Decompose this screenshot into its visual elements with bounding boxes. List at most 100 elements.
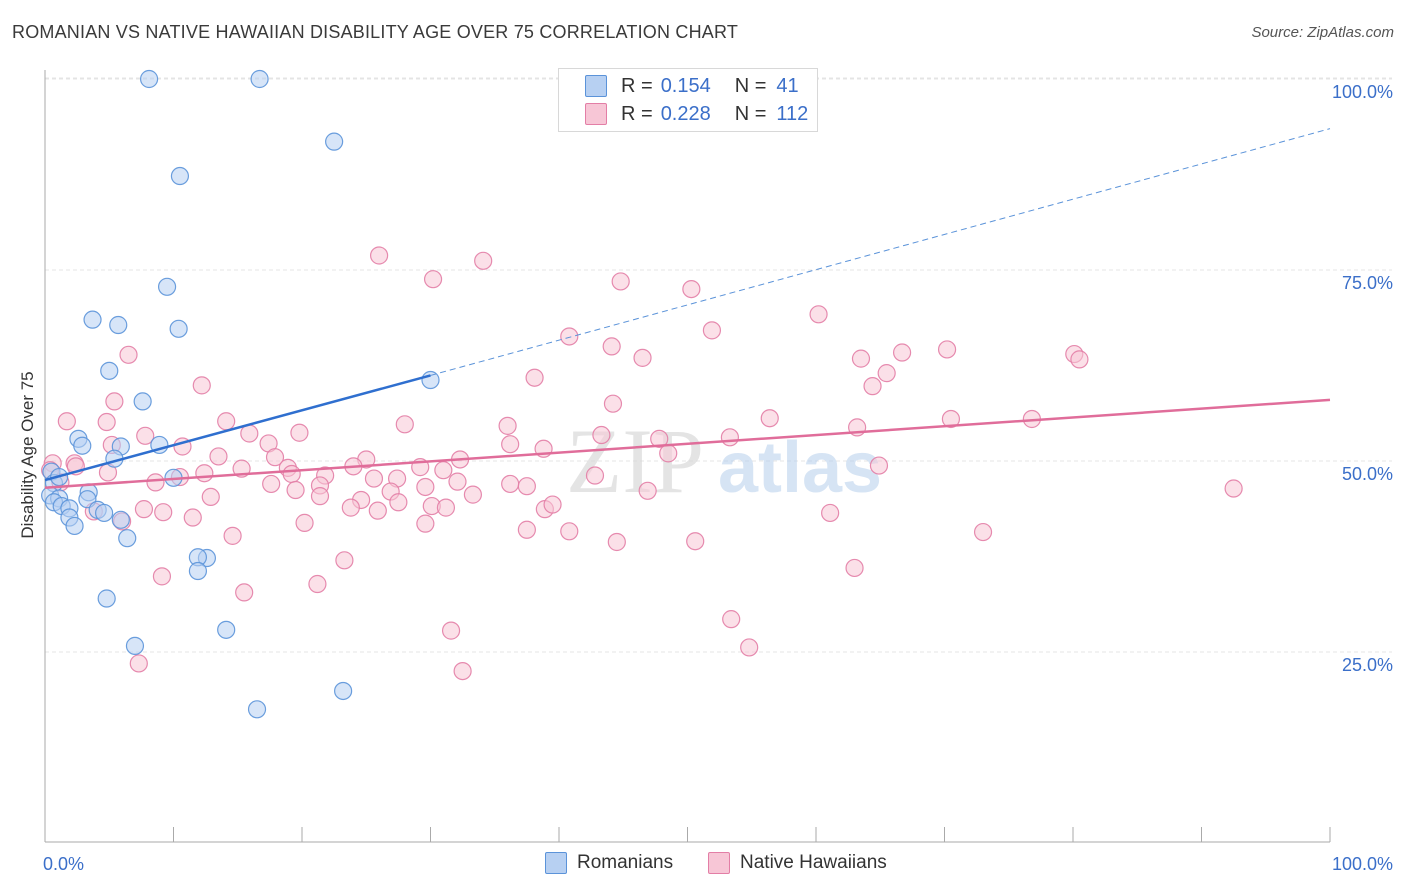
native-hawaiian-point bbox=[686, 532, 705, 551]
legend-row-romanians: R = 0.154 N = 41 bbox=[585, 74, 799, 98]
native-hawaiian-point bbox=[682, 280, 701, 299]
r-value: 0.154 bbox=[660, 74, 711, 97]
native-hawaiian-point bbox=[209, 447, 228, 466]
native-hawaiians-trend-line bbox=[44, 398, 1331, 489]
grid-lines bbox=[45, 77, 1392, 653]
y-tick-label: 100.0% bbox=[1332, 82, 1393, 102]
romanian-point bbox=[169, 319, 188, 338]
native-hawaiian-point bbox=[638, 481, 657, 500]
native-hawaiian-point bbox=[851, 349, 871, 368]
romanian-point bbox=[334, 681, 353, 701]
series-legend-romanians[interactable]: Romanians bbox=[545, 852, 673, 874]
correlation-legend: R = 0.154 N = 41 R = 0.228 N = 112 bbox=[558, 68, 818, 132]
native-hawaiian-point bbox=[517, 520, 536, 539]
native-hawaiian-point bbox=[560, 327, 579, 346]
watermark: ZIP atlas bbox=[566, 410, 882, 512]
tick-labels: 25.0% 50.0% 75.0% 100.0% 0.0% 100.0% bbox=[43, 82, 1393, 874]
n-label: N = bbox=[734, 74, 767, 97]
y-axis-label: Disability Age Over 75 bbox=[18, 371, 37, 539]
native-hawaiian-point bbox=[129, 654, 148, 673]
native-hawaiian-point bbox=[282, 464, 301, 484]
native-hawaiian-point bbox=[603, 394, 623, 413]
native-hawaiian-point bbox=[192, 376, 211, 395]
native-hawaiian-point bbox=[395, 415, 414, 434]
native-hawaiian-point bbox=[592, 425, 611, 445]
x-tick-label-left: 0.0% bbox=[43, 854, 84, 874]
native-hawaiian-point bbox=[892, 343, 912, 362]
native-hawaiian-point bbox=[436, 498, 456, 517]
native-hawaiian-point bbox=[501, 435, 520, 454]
y-tick-label: 25.0% bbox=[1342, 655, 1393, 675]
romanian-point bbox=[170, 166, 190, 186]
native-hawaiian-point bbox=[290, 423, 309, 442]
native-hawaiian-point bbox=[611, 272, 630, 291]
native-hawaiian-point bbox=[821, 503, 840, 523]
native-hawaiian-point bbox=[134, 500, 154, 519]
native-hawaiian-point bbox=[105, 392, 124, 411]
n-value: 41 bbox=[776, 74, 799, 97]
native-hawaiian-point bbox=[720, 428, 740, 447]
romanian-point bbox=[133, 392, 152, 411]
romanian-point bbox=[73, 436, 92, 455]
native-hawaiian-point bbox=[659, 444, 678, 463]
native-hawaiian-point bbox=[607, 532, 626, 552]
native-hawaiian-point bbox=[136, 426, 155, 445]
y-tick-label: 50.0% bbox=[1342, 464, 1393, 484]
native-hawaiian-point bbox=[1224, 479, 1243, 498]
native-hawaiian-point bbox=[341, 498, 360, 517]
native-hawaiian-point bbox=[154, 503, 173, 522]
native-hawaiian-point bbox=[869, 456, 889, 475]
native-hawaiian-point bbox=[262, 474, 281, 494]
native-hawaiian-point bbox=[57, 412, 76, 431]
native-hawaiian-point bbox=[416, 514, 435, 533]
native-hawaiian-point bbox=[740, 638, 759, 657]
native-hawaiian-point bbox=[416, 477, 435, 497]
romanian-point bbox=[157, 277, 177, 296]
romanian-point bbox=[421, 370, 440, 390]
native-hawaiian-point bbox=[201, 487, 220, 507]
romanian-point bbox=[325, 132, 344, 151]
native-hawaiian-point bbox=[602, 337, 621, 356]
legend-row-native-hawaiians: R = 0.228 N = 112 bbox=[585, 102, 808, 126]
romanian-point bbox=[247, 700, 267, 719]
romanians-trend-line bbox=[44, 374, 431, 482]
native-hawaiian-point bbox=[560, 522, 579, 541]
romanian-point bbox=[97, 589, 116, 608]
native-hawaiian-point bbox=[217, 412, 236, 431]
legend-label-romanians: Romanians bbox=[577, 852, 674, 873]
native-hawaiian-point bbox=[448, 472, 467, 491]
native-hawaiian-point bbox=[235, 583, 254, 602]
r-value: 0.228 bbox=[660, 102, 711, 125]
native-hawaiian-point bbox=[585, 466, 605, 485]
native-hawaiian-point bbox=[498, 416, 517, 435]
native-hawaiian-point bbox=[702, 321, 722, 340]
native-hawaiian-point bbox=[308, 574, 327, 594]
native-hawaiian-point bbox=[525, 368, 544, 387]
series-legend-native-hawaiians[interactable]: Native Hawaiians bbox=[708, 852, 887, 874]
romanians-trend-extension bbox=[430, 128, 1331, 376]
native-hawaiian-point bbox=[310, 487, 330, 506]
legend-swatch-romanians bbox=[585, 75, 607, 97]
romanian-point bbox=[111, 510, 130, 529]
native-hawaiian-point bbox=[543, 495, 562, 514]
native-hawaiian-point bbox=[364, 469, 384, 488]
romanian-point bbox=[139, 69, 159, 89]
native-hawaiian-point bbox=[453, 661, 472, 681]
native-hawaiian-point bbox=[973, 522, 993, 542]
romanian-point bbox=[109, 315, 128, 335]
native-hawaiian-point bbox=[1070, 350, 1089, 369]
x-tick-label-right: 100.0% bbox=[1332, 854, 1393, 874]
native-hawaiian-point bbox=[97, 412, 116, 432]
romanian-point bbox=[83, 310, 102, 329]
legend-swatch-native-hawaiians bbox=[585, 103, 607, 125]
native-hawaiian-point bbox=[240, 424, 259, 443]
watermark-atlas: atlas bbox=[718, 428, 882, 508]
native-hawaiian-point bbox=[863, 377, 882, 396]
native-hawaiian-point bbox=[295, 513, 314, 532]
data-points bbox=[41, 69, 1243, 719]
romanian-point bbox=[118, 529, 137, 548]
native-hawaiian-point bbox=[937, 340, 957, 359]
native-hawaiian-point bbox=[265, 448, 285, 467]
r-label: R = bbox=[621, 102, 653, 125]
y-tick-label: 75.0% bbox=[1342, 273, 1393, 293]
